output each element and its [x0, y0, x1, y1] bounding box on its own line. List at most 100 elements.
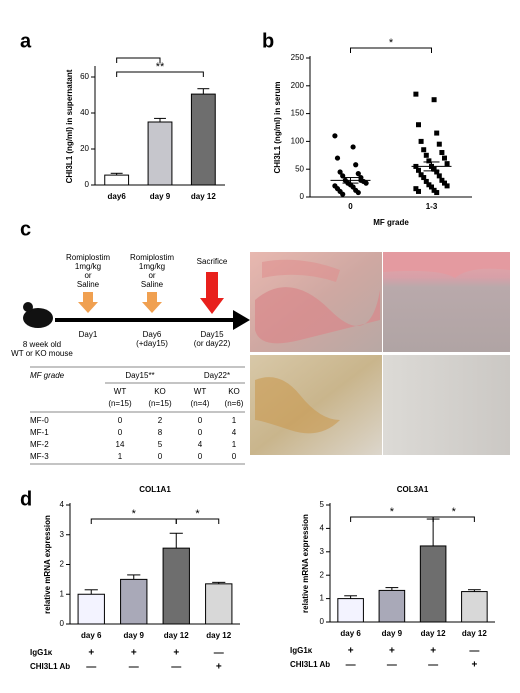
data-point	[431, 97, 437, 103]
ihc-image-wt	[383, 355, 510, 455]
data-point	[439, 177, 445, 183]
table-column: WT	[114, 387, 127, 396]
table-cell: 14	[116, 440, 125, 449]
treatment-label: CHI3L1 Ab	[30, 662, 70, 671]
treatment-value: —	[129, 662, 139, 673]
x-tick-label: day 12	[206, 631, 231, 640]
table-cell: 0	[232, 452, 237, 461]
event-label: Romiplostim	[130, 253, 174, 262]
data-point	[423, 178, 429, 184]
data-point	[416, 188, 421, 194]
table-column: WT	[194, 387, 207, 396]
histology-images	[250, 252, 510, 455]
x-tick-label: 1-3	[426, 202, 438, 211]
table-cell: 8	[158, 428, 163, 437]
treatment-value: —	[387, 660, 397, 671]
data-point	[421, 147, 427, 153]
table-cell: 0	[118, 416, 123, 425]
significance-bracket	[116, 71, 204, 77]
table-row-label: MF-3	[30, 452, 49, 461]
treatment-value: +	[471, 660, 477, 671]
treatment-label: CHI3L1 Ab	[290, 660, 330, 669]
y-tick-label: 5	[320, 500, 325, 509]
y-axis-label: relative mRNA expression	[301, 514, 310, 613]
y-tick-label: 250	[291, 53, 305, 62]
data-point	[350, 144, 356, 150]
x-tick-label: day 9	[150, 192, 171, 201]
data-point	[332, 133, 338, 139]
data-point	[355, 171, 361, 177]
y-tick-label: 2	[60, 560, 65, 569]
data-point	[426, 182, 432, 188]
treatment-value: +	[131, 648, 137, 659]
table-cell: 1	[232, 440, 237, 449]
y-tick-label: 150	[291, 109, 305, 118]
data-point	[416, 122, 421, 128]
he-trabecula	[255, 287, 380, 344]
significance-bracket	[175, 518, 220, 524]
event-day: (+day15)	[136, 339, 168, 348]
event-label: 1mg/kg	[75, 262, 101, 271]
event-label: or	[84, 271, 91, 280]
chart-title: COL3A1	[397, 485, 429, 494]
treatment-value: —	[346, 660, 356, 671]
x-tick-label: day 6	[340, 629, 361, 638]
sacrifice-arrow	[200, 272, 224, 314]
injection-arrow	[142, 292, 162, 313]
y-tick-label: 0	[300, 192, 305, 201]
event-label: Saline	[141, 280, 164, 289]
y-tick-label: 2	[320, 570, 325, 579]
data-point	[416, 167, 421, 173]
timeline-diagram	[23, 272, 250, 330]
x-axis-label: MF grade	[373, 218, 409, 227]
table-cell: 2	[158, 416, 163, 425]
panel-label: b	[262, 30, 274, 52]
y-tick-label: 3	[60, 530, 65, 539]
bar	[120, 578, 148, 625]
treatment-value: +	[430, 646, 436, 657]
y-axis-label: CHI3L1 (ng/ml) in serum	[273, 81, 282, 173]
y-tick-label: 200	[291, 81, 305, 90]
treatment-value: —	[428, 660, 438, 671]
y-tick-label: 60	[80, 72, 89, 81]
mouse-icon	[23, 308, 53, 328]
significance-bracket	[432, 516, 475, 522]
y-axis-label: CHI3L1 (ng/ml) in supernatant	[65, 69, 74, 183]
table-cell: 0	[198, 416, 203, 425]
data-point	[340, 191, 346, 197]
data-point	[431, 166, 437, 172]
bar	[147, 121, 173, 186]
bar	[419, 545, 447, 623]
treatment-value: +	[348, 646, 354, 657]
data-point	[436, 173, 442, 179]
table-cell: 0	[198, 452, 203, 461]
significance-label: *	[389, 37, 394, 49]
treatment-label: IgG1κ	[30, 648, 53, 657]
y-tick-label: 0	[85, 180, 90, 189]
mouse-ear	[23, 302, 33, 312]
table-cell: 1	[232, 416, 237, 425]
treatment-value: —	[214, 648, 224, 659]
data-point	[418, 172, 424, 178]
data-point	[421, 175, 427, 181]
timeline-arrowhead	[233, 310, 250, 330]
event-label: Sacrifice	[197, 257, 228, 266]
significance-label: *	[390, 506, 395, 518]
x-tick-label: day 12	[462, 629, 487, 638]
mouse-label: WT or KO mouse	[11, 349, 73, 358]
table-cell: 1	[118, 452, 123, 461]
panel-label: d	[20, 488, 32, 510]
y-axis-label: relative mRNA expression	[43, 515, 52, 614]
table-n: (n=15)	[148, 399, 172, 408]
event-day: Day6	[143, 330, 162, 339]
data-point	[434, 190, 440, 196]
bar	[337, 598, 364, 623]
y-tick-label: 40	[80, 108, 89, 117]
treatment-value: —	[469, 646, 479, 657]
treatment-value: +	[216, 662, 222, 673]
y-tick-label: 50	[295, 164, 304, 173]
treatment-value: +	[88, 648, 94, 659]
x-tick-label: day 12	[164, 631, 189, 640]
